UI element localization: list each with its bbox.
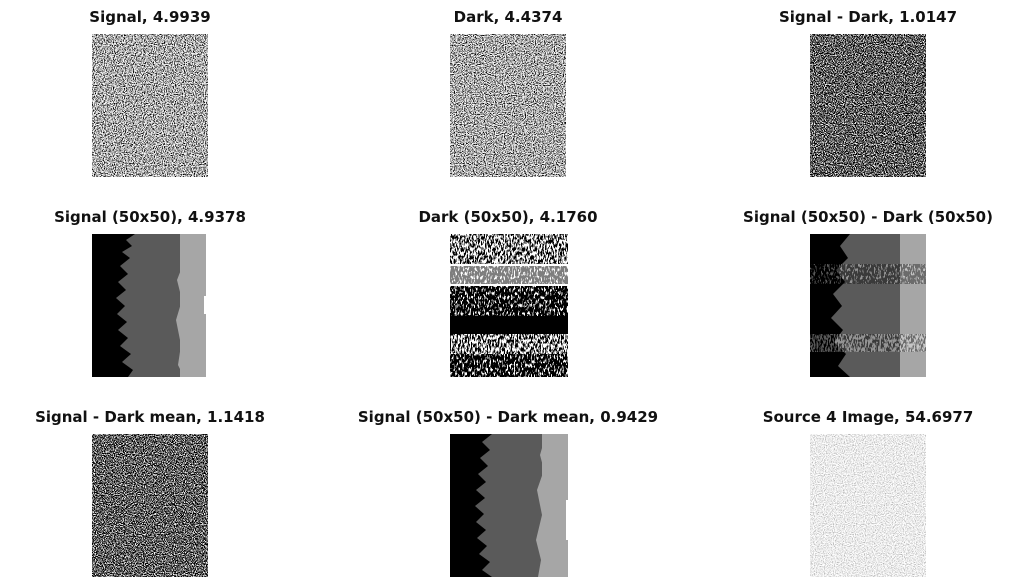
image — [810, 234, 926, 377]
panel-title: Signal (50x50), 4.9378 — [54, 208, 246, 226]
figure: Signal, 4.9939 Dark, 4.4374 Signal - Dar… — [0, 0, 1023, 577]
image — [92, 34, 208, 177]
image — [450, 434, 569, 577]
image — [810, 434, 926, 577]
panel-title: Source 4 Image, 54.6977 — [763, 408, 974, 426]
panel-title: Signal - Dark mean, 1.1418 — [35, 408, 265, 426]
image — [450, 34, 566, 177]
image — [92, 234, 208, 377]
page: Signal, 4.9939 Dark, 4.4374 Signal - Dar… — [0, 0, 1023, 577]
panel-title: Dark, 4.4374 — [454, 8, 563, 26]
image — [450, 234, 568, 377]
image — [92, 434, 208, 577]
panel-title: Signal - Dark, 1.0147 — [779, 8, 957, 26]
panel-title: Dark (50x50), 4.1760 — [418, 208, 597, 226]
panel-title: Signal (50x50) - Dark (50x50) — [743, 208, 993, 226]
panel-title: Signal (50x50) - Dark mean, 0.9429 — [358, 408, 658, 426]
image — [810, 34, 926, 177]
panel-title: Signal, 4.9939 — [89, 8, 210, 26]
